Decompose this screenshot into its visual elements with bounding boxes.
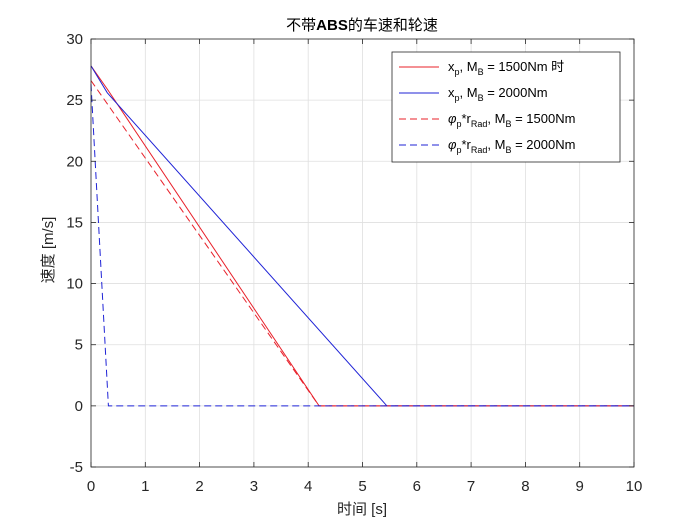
legend: xp, MB = 1500Nm 时 xp, MB = 2000Nm φp*rRad,… xyxy=(391,51,621,163)
series-group xyxy=(90,65,634,407)
y-tick-label: 0 xyxy=(75,398,83,415)
y-tick-label: 30 xyxy=(66,31,83,48)
legend-entry-3: φp*rRad, MB = 1500Nm xyxy=(448,111,575,129)
x-axis-label: 时间 [s] xyxy=(337,501,387,518)
x-tick-label: 6 xyxy=(413,478,421,495)
y-tick-label: 15 xyxy=(66,214,83,231)
y-tick-label: 20 xyxy=(66,153,83,170)
y-tick-label: 10 xyxy=(66,276,83,293)
x-tick-label: 2 xyxy=(195,478,203,495)
x-tick-label: 3 xyxy=(250,478,258,495)
legend-entry-1: xp, MB = 1500Nm 时 xyxy=(448,59,564,77)
chart-title: 不带ABS的车速和轮速 xyxy=(286,17,438,34)
x-tick-label: 9 xyxy=(576,478,584,495)
title-part-3: 的车速和轮速 xyxy=(348,17,438,34)
y-tick-label: 25 xyxy=(66,92,83,109)
y-tick-label: 5 xyxy=(75,337,83,354)
x-tick-label: 10 xyxy=(626,478,643,495)
x-tick-label: 8 xyxy=(521,478,529,495)
x-tick-label: 7 xyxy=(467,478,475,495)
legend-entry-4: φp*rRad, MB = 2000Nm xyxy=(448,137,575,155)
y-tick-label: -5 xyxy=(70,459,83,476)
x-tick-label: 4 xyxy=(304,478,312,495)
series-line-4 xyxy=(90,84,634,407)
y-axis-label: 速度 [m/s] xyxy=(40,217,57,284)
x-tick-label: 1 xyxy=(141,478,149,495)
x-tick-label: 0 xyxy=(87,478,95,495)
x-tick-label: 5 xyxy=(358,478,366,495)
y-axis: -5 0 5 10 15 20 25 30 xyxy=(66,31,634,476)
legend-entry-2: xp, MB = 2000Nm xyxy=(448,85,548,103)
legend-box xyxy=(391,51,621,163)
title-part-1: 不带 xyxy=(286,17,316,34)
title-part-2: ABS xyxy=(316,17,348,34)
x-axis: 0 1 2 3 4 5 6 7 8 9 10 xyxy=(87,39,643,495)
